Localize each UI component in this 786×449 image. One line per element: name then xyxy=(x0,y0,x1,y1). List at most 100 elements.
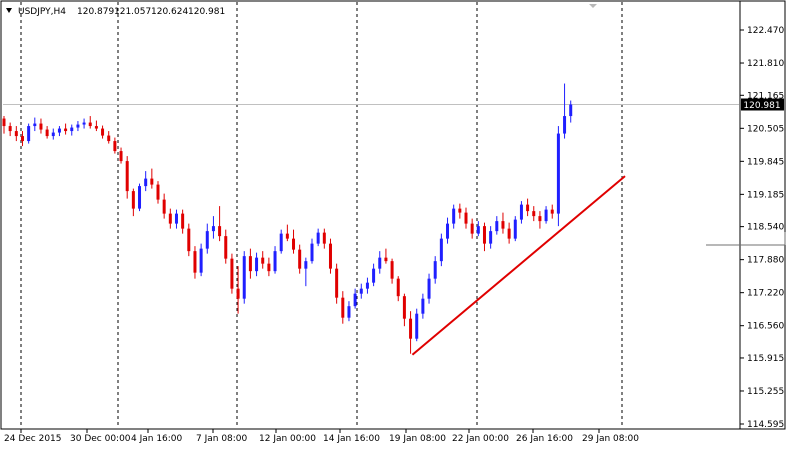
y-tick-label: 122.470 xyxy=(747,26,784,36)
x-tick-label: 30 Dec 00:00 xyxy=(70,434,131,444)
x-tick-label: 4 Jan 16:00 xyxy=(131,434,183,444)
candle-body xyxy=(495,221,499,232)
candle-body xyxy=(20,136,24,142)
candle-body xyxy=(390,261,394,279)
candle-body xyxy=(402,296,406,319)
candle-body xyxy=(187,228,191,252)
candle-body xyxy=(82,122,86,125)
x-tick-label: 24 Dec 2015 xyxy=(4,434,62,444)
candle-body xyxy=(261,257,265,264)
candle-body xyxy=(322,232,326,244)
y-tick-label: 115.915 xyxy=(747,354,784,364)
candle-body xyxy=(446,223,450,239)
candle-body xyxy=(70,127,74,132)
y-tick-label: 120.505 xyxy=(747,124,784,134)
candle-body xyxy=(224,236,228,259)
y-tick-label: 119.845 xyxy=(747,157,784,167)
close-value: 120.981 xyxy=(188,7,225,17)
candle-body xyxy=(458,208,462,213)
candle-body xyxy=(267,263,271,272)
candle-body xyxy=(273,251,277,272)
candle-body xyxy=(14,131,18,137)
candle-body xyxy=(2,118,6,127)
candle-body xyxy=(433,261,437,279)
price-axis: 122.470 121.810 121.165 120.505 119.845 119.1… xyxy=(740,26,784,430)
candle-body xyxy=(174,213,178,224)
candle-body xyxy=(27,126,31,142)
x-tick-label: 29 Jan 08:00 xyxy=(582,434,639,444)
current-price-label: 120.981 xyxy=(743,101,780,111)
candle-body xyxy=(33,123,37,127)
candle-body xyxy=(218,226,222,237)
candle-body xyxy=(427,278,431,299)
x-tick-label: 22 Jan 00:00 xyxy=(452,434,509,444)
candle-body xyxy=(532,211,536,217)
candle-body xyxy=(279,233,283,252)
candle-body xyxy=(359,288,363,294)
symbol-label: USDJPY,H4 xyxy=(18,7,66,17)
candle-body xyxy=(285,233,289,239)
candle-body xyxy=(39,123,43,130)
open-value: 120.879 xyxy=(77,7,114,17)
candle-body xyxy=(452,208,456,224)
y-tick-label: 117.220 xyxy=(747,289,784,299)
candle-body xyxy=(501,221,505,229)
y-tick-label: 118.540 xyxy=(747,223,784,233)
candle-body xyxy=(316,232,320,244)
candle-body xyxy=(365,282,369,289)
dropdown-arrow-icon[interactable] xyxy=(6,8,12,13)
candle-body xyxy=(76,124,80,128)
candle-body xyxy=(113,141,117,152)
y-tick-label: 116.560 xyxy=(747,322,784,332)
candle-body xyxy=(507,228,511,239)
trendline[interactable] xyxy=(411,175,626,356)
y-tick-label: 119.185 xyxy=(747,190,784,200)
candle-body xyxy=(304,261,308,269)
candle-body xyxy=(298,249,302,269)
candle-body xyxy=(230,258,234,289)
candles xyxy=(2,83,573,354)
candle-body xyxy=(199,248,203,273)
x-tick-label: 26 Jan 16:00 xyxy=(516,434,573,444)
candle-body xyxy=(563,116,567,134)
candle-body xyxy=(94,126,98,129)
candle-body xyxy=(328,243,332,269)
candle-body xyxy=(470,223,474,234)
candle-body xyxy=(107,135,111,142)
candle-body xyxy=(168,213,172,224)
candle-body xyxy=(57,128,61,133)
candle-body xyxy=(347,306,351,318)
y-tick-label: 121.810 xyxy=(747,59,784,69)
candle-body xyxy=(569,104,573,117)
candle-body xyxy=(193,251,197,273)
candle-body xyxy=(421,298,425,314)
candle-body xyxy=(526,204,530,212)
candle-body xyxy=(513,219,517,239)
low-value: 120.624 xyxy=(151,7,188,17)
x-tick-label: 19 Jan 08:00 xyxy=(389,434,446,444)
candle-body xyxy=(489,231,493,244)
candle-body xyxy=(292,238,296,250)
y-tick-label: 117.880 xyxy=(747,256,784,266)
plot-frame xyxy=(0,0,741,430)
candle-body xyxy=(415,313,419,339)
candle-body xyxy=(310,243,314,262)
current-price-badge xyxy=(741,98,784,111)
candle-body xyxy=(181,213,185,229)
candle-body xyxy=(538,216,542,222)
shift-marker-icon[interactable] xyxy=(589,4,597,8)
candle-body xyxy=(205,231,209,249)
candle-body xyxy=(544,209,548,222)
candle-body xyxy=(119,151,123,162)
candle-body xyxy=(156,184,160,200)
candle-body xyxy=(51,132,55,137)
candle-body xyxy=(335,268,339,298)
candle-body xyxy=(45,129,49,137)
candle-body xyxy=(409,318,413,339)
candle-body xyxy=(236,288,240,299)
x-tick-label: 7 Jan 08:00 xyxy=(196,434,248,444)
candle-body xyxy=(8,126,12,132)
time-axis: 24 Dec 2015 30 Dec 00:00 4 Jan 16:00 7 Jan … xyxy=(4,429,639,444)
